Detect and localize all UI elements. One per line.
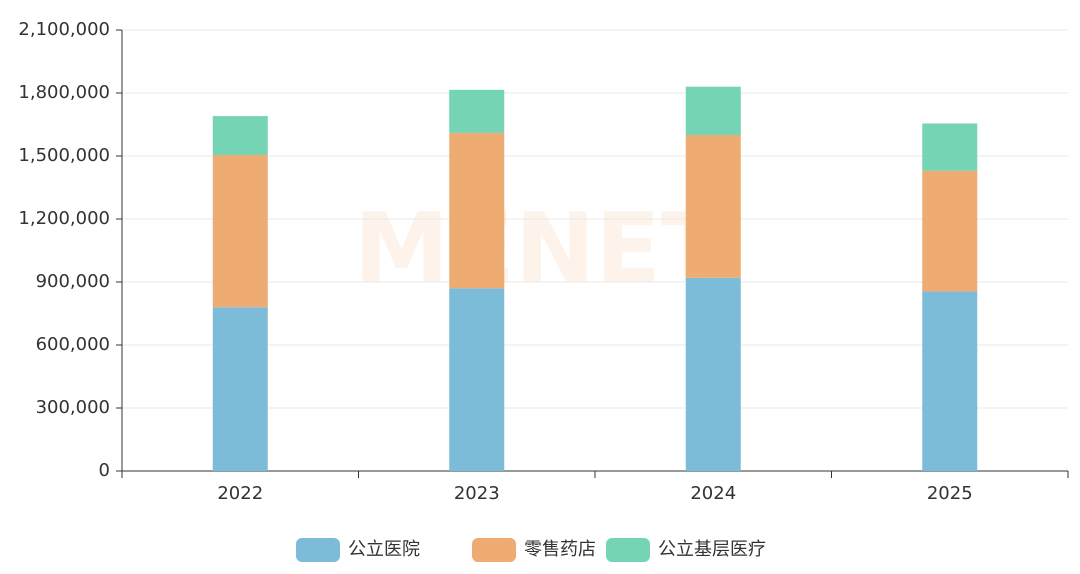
y-tick-label: 600,000: [36, 334, 110, 355]
y-tick-label: 900,000: [36, 271, 110, 292]
x-tick-label: 2024: [690, 483, 736, 504]
bar-segment: [212, 307, 268, 471]
x-tick-label: 2022: [217, 483, 263, 504]
bar-segment: [685, 277, 741, 471]
x-tick-label: 2023: [454, 483, 500, 504]
bar-segment: [449, 288, 505, 471]
legend-swatch: [296, 538, 340, 562]
watermark: MENET: [354, 192, 727, 304]
y-tick-label: 2,100,000: [18, 19, 110, 40]
y-tick-label: 0: [99, 460, 110, 481]
legend-swatch: [472, 538, 516, 562]
y-tick-label: 1,500,000: [18, 145, 110, 166]
x-tick-label: 2025: [927, 483, 973, 504]
bar-segment: [449, 132, 505, 289]
bar-segment: [922, 123, 978, 171]
y-tick-label: 1,800,000: [18, 82, 110, 103]
bar-segment: [685, 135, 741, 278]
bar-segment: [922, 291, 978, 471]
bar-segment: [212, 154, 268, 308]
bar-segment: [449, 89, 505, 133]
bar-segment: [685, 86, 741, 135]
legend-swatch: [606, 538, 650, 562]
legend-label: 公立医院: [348, 539, 420, 560]
y-tick-label: 300,000: [36, 397, 110, 418]
y-tick-label: 1,200,000: [18, 208, 110, 229]
legend-label: 公立基层医疗: [658, 539, 766, 560]
legend-label: 零售药店: [524, 539, 596, 560]
bar-segment: [922, 170, 978, 292]
bar-segment: [212, 116, 268, 155]
